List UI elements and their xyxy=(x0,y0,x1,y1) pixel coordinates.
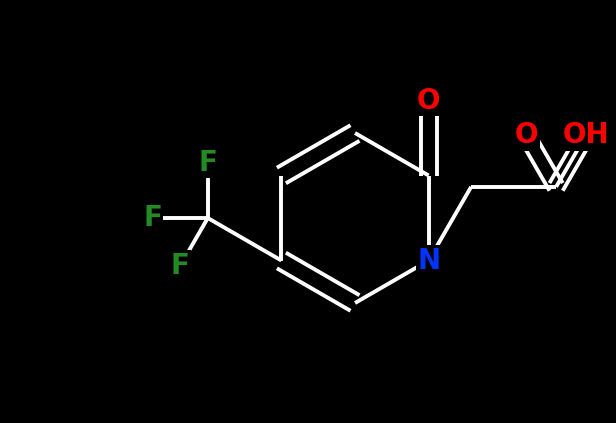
Text: OH: OH xyxy=(562,121,609,149)
Text: F: F xyxy=(171,252,190,280)
Text: O: O xyxy=(417,86,440,115)
Text: N: N xyxy=(417,247,440,275)
Text: F: F xyxy=(198,149,217,177)
Text: O: O xyxy=(514,121,538,149)
Text: F: F xyxy=(143,204,162,232)
